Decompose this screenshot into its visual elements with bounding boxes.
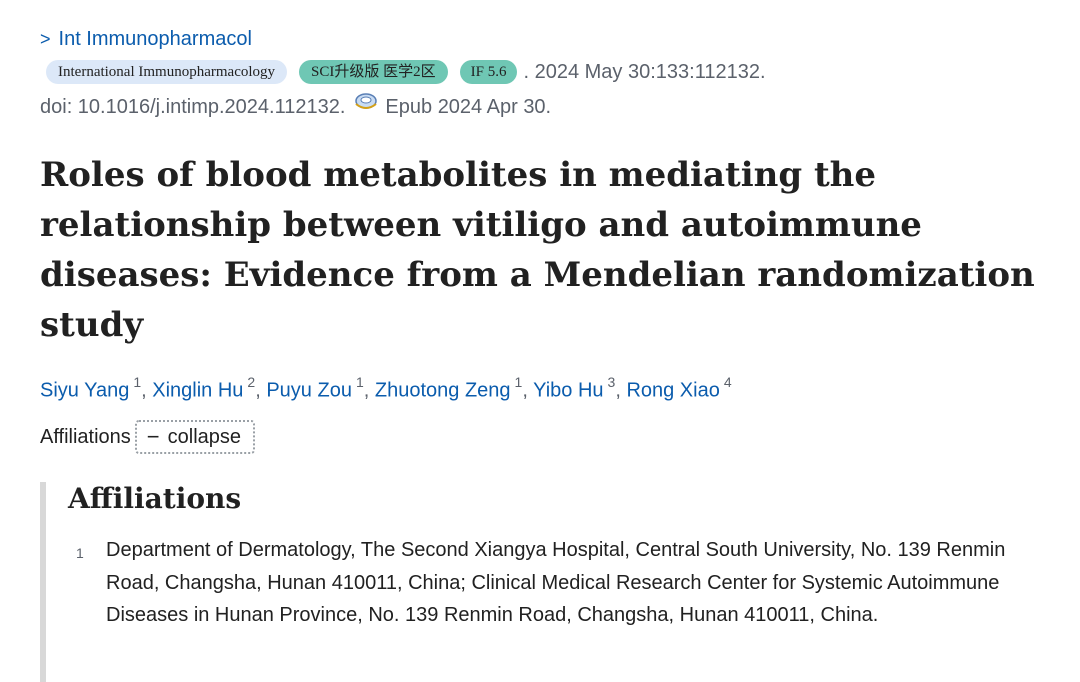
author-link[interactable]: Siyu Yang [40,379,130,402]
affiliations-heading: Affiliations [68,482,242,515]
author-separator: , [141,379,153,402]
author-link[interactable]: Rong Xiao [626,379,720,402]
author-separator: , [615,379,627,402]
author-link[interactable]: Xinglin Hu [152,379,244,402]
author-affiliation-number[interactable]: 1 [514,374,523,390]
affiliation-text: Department of Dermatology, The Second Xi… [106,539,1006,626]
sci-ranking-badge[interactable]: SCI升级版 医学2区 [299,60,448,84]
author-list: Siyu Yang 1, Xinglin Hu 2, Puyu Zou 1, Zhuo… [40,374,732,403]
affiliations-panel: Affiliations 1 Department of Dermatology… [40,482,1056,682]
author-link[interactable]: Puyu Zou [266,379,352,402]
author-separator: , [522,379,534,402]
journal-badges: International Immunopharmacology SCI升级版 … [46,60,766,84]
doi-line: doi: 10.1016/j.intimp.2024.112132. Epub … [40,92,552,119]
author-link[interactable]: Zhuotong Zeng [374,379,511,402]
author-separator: , [255,379,267,402]
author-affiliation-number[interactable]: 3 [607,374,616,390]
affiliation-item: 1 Department of Dermatology, The Second … [76,534,1006,632]
epub-icon [353,92,379,112]
author-affiliation-number[interactable]: 2 [247,374,256,390]
journal-line: > Int Immunopharmacol [40,28,252,51]
author-affiliation-number[interactable]: 1 [133,374,142,390]
collapse-affiliations-button[interactable]: − collapse [134,420,256,454]
affiliations-label: Affiliations [40,425,131,448]
affiliations-toggle-row: Affiliations − collapse [40,420,256,454]
journal-full-name-badge[interactable]: International Immunopharmacology [46,60,288,84]
citation-date: . 2024 May 30:133:112132. [523,60,766,83]
author-affiliation-number[interactable]: 4 [723,374,732,390]
journal-link[interactable]: Int Immunopharmacol [58,28,252,50]
author-link[interactable]: Yibo Hu [533,379,604,402]
author-separator: , [363,379,375,402]
affiliation-number: 1 [76,545,84,561]
collapse-label: collapse [167,425,242,448]
impact-factor-badge[interactable]: IF 5.6 [459,60,518,84]
epub-date: Epub 2024 Apr 30. [385,96,552,118]
author-affiliation-number[interactable]: 1 [355,374,364,390]
minus-icon: − [146,424,160,449]
chevron-right-icon[interactable]: > [40,29,51,49]
doi-text: doi: 10.1016/j.intimp.2024.112132. [40,96,346,118]
article-title: Roles of blood metabolites in mediating … [40,155,1035,345]
